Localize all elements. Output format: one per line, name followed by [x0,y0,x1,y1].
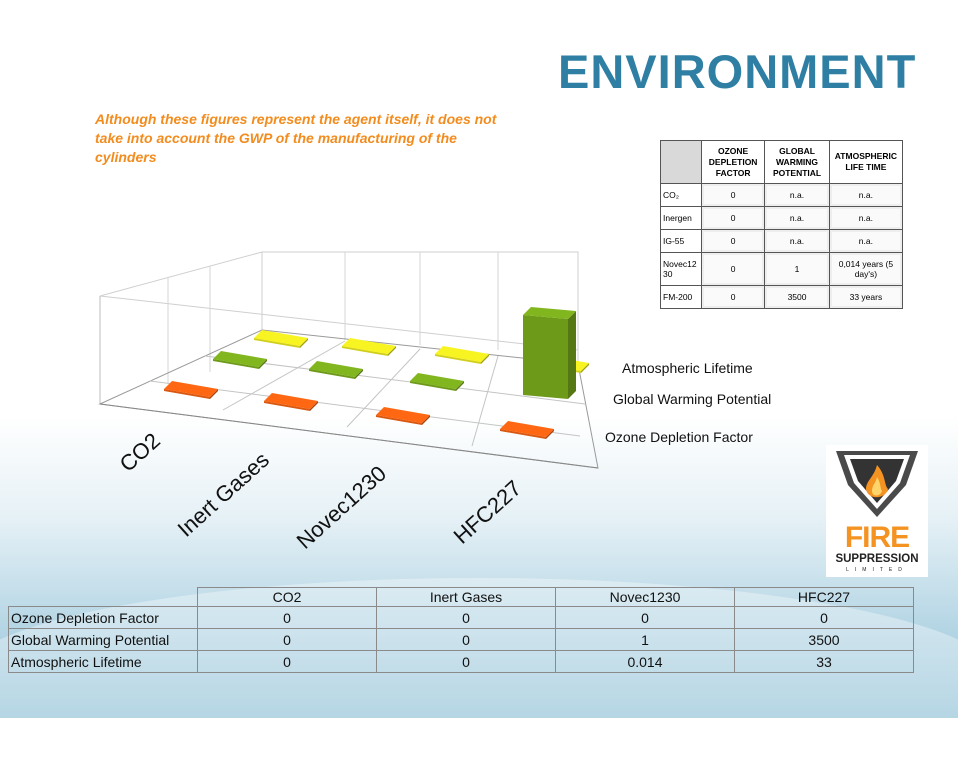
data-table-corner [9,588,198,607]
data-table-header: CO2 Inert Gases Novec1230 HFC227 [9,587,914,607]
reference-cell: 1 [764,252,830,286]
reference-agent: IG-55 [660,229,702,253]
reference-agent: Novec1230 [660,252,702,286]
company-logo: FIRE SUPPRESSION LIMITED [826,445,928,577]
reference-table: OZONE DEPLETION FACTOR GLOBAL WARMING PO… [660,140,904,309]
reference-cell: 0 [700,183,766,207]
bar-global-warming-potential-co2 [213,351,267,369]
reference-cell: n.a. [764,183,830,207]
chart-grid [98,251,599,469]
data-table: CO2 Inert Gases Novec1230 HFC227 Ozone D… [8,587,914,673]
page-title: ENVIRONMENT [558,45,917,98]
row-label: Atmospheric Lifetime [8,650,198,673]
note-text: Although these figures represent the age… [95,111,497,165]
bar-global-warming-potential-novec1230 [410,373,464,391]
category-label: Inert Gases [173,447,274,542]
reference-cell: n.a. [764,229,830,253]
chart-bars [164,307,589,439]
table-row: Ozone Depletion Factor 0 0 0 0 [8,606,914,629]
reference-cell: 33 years [828,285,904,309]
reference-agent: FM-200 [660,285,702,309]
table-cell: 0 [197,650,377,673]
series-label: Atmospheric Lifetime [622,360,753,376]
row-label: Global Warming Potential [8,628,198,651]
column-header: Inert Gases [376,587,556,607]
column-header: HFC227 [734,587,914,607]
logo-suppression-text: SUPPRESSION [835,553,919,565]
shield-flame-icon [836,451,918,517]
bar-ozone-depletion-factor-novec1230 [376,407,430,425]
category-label: CO2 [115,428,165,477]
reference-row: Novec1230 0 1 0,014 years (5 day's) [660,252,904,286]
reference-row: IG-55 0 n.a. n.a. [660,229,904,253]
table-row: Atmospheric Lifetime 0 0 0.014 33 [8,650,914,673]
table-cell: 0 [197,628,377,651]
table-cell: 0 [197,606,377,629]
table-row: Global Warming Potential 0 0 1 3500 [8,628,914,651]
reference-cell: 3500 [764,285,830,309]
table-cell: 0.014 [555,650,735,673]
reference-header-odf: OZONE DEPLETION FACTOR [700,140,766,184]
logo-limited-text: LIMITED [846,567,908,573]
reference-row: FM-200 0 3500 33 years [660,285,904,309]
reference-cell: 0 [700,285,766,309]
bar-atmospheric-lifetime-inert-gases [342,338,396,356]
column-header: CO2 [197,587,377,607]
category-label: HFC227 [449,475,527,548]
reference-cell: n.a. [764,206,830,230]
reference-cell: 0 [700,252,766,286]
reference-cell: n.a. [828,183,904,207]
reference-header-row: OZONE DEPLETION FACTOR GLOBAL WARMING PO… [660,140,904,184]
environment-chart: CO2 Inert Gases Novec1230 HFC227 Atmosph… [98,251,771,554]
bar-atmospheric-lifetime-co2 [254,330,308,348]
series-label: Ozone Depletion Factor [605,429,753,445]
bar-ozone-depletion-factor-hfc227 [500,421,554,439]
column-header: Novec1230 [555,587,735,607]
table-cell: 0 [376,606,556,629]
bar-ozone-depletion-factor-inert-gases [264,393,318,411]
reference-header-alt: ATMOSPHERIC LIFE TIME [828,140,904,184]
table-cell: 0 [555,606,735,629]
table-cell: 33 [734,650,914,673]
table-cell: 1 [555,628,735,651]
logo-fire-text: FIRE [844,521,910,554]
table-cell: 3500 [734,628,914,651]
series-label: Global Warming Potential [613,391,771,407]
bar-atmospheric-lifetime-novec1230 [435,346,489,364]
bar-ozone-depletion-factor-co2 [164,381,218,399]
reference-cell: 0,014 years (5 day's) [828,252,904,286]
category-label: Novec1230 [292,461,391,554]
bar-global-warming-potential-hfc227 [523,307,576,399]
reference-cell: n.a. [828,206,904,230]
reference-cell: n.a. [828,229,904,253]
bar-global-warming-potential-inert-gases [309,361,363,379]
reference-header-gwp: GLOBAL WARMING POTENTIAL [764,140,830,184]
table-cell: 0 [376,628,556,651]
table-cell: 0 [734,606,914,629]
table-cell: 0 [376,650,556,673]
row-label: Ozone Depletion Factor [8,606,198,629]
